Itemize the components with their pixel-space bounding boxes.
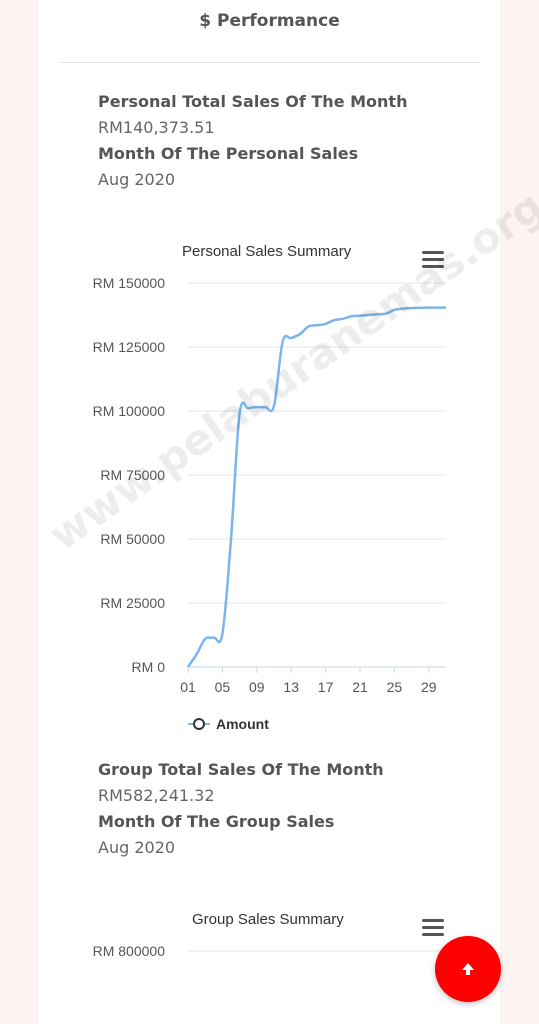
personal-chart-title: Personal Sales Summary [182,243,352,260]
group-month-value: Aug 2020 [98,838,176,857]
legend-marker-icon [188,718,210,730]
group-chart-title: Group Sales Summary [192,911,344,928]
legend-label: Amount [216,716,269,732]
performance-header: $ Performance [199,11,340,31]
group-total-label: Group Total Sales Of The Month [98,760,384,779]
performance-card: $ Performance Personal Total Sales Of Th… [39,0,500,1024]
header-divider [59,62,481,63]
group-month-label: Month Of The Group Sales [98,812,335,831]
group-total-value: RM582,241.32 [98,786,215,805]
personal-total-label: Personal Total Sales Of The Month [98,92,408,111]
chart-menu-icon[interactable] [422,251,444,269]
scroll-top-button[interactable] [435,936,501,1002]
personal-month-label: Month Of The Personal Sales [98,144,359,163]
personal-total-value: RM140,373.51 [98,118,215,137]
arrow-up-icon [462,963,474,975]
group-chart-menu-icon[interactable] [422,919,444,937]
legend-item-amount[interactable]: Amount [188,716,269,732]
personal-month-value: Aug 2020 [98,170,176,189]
